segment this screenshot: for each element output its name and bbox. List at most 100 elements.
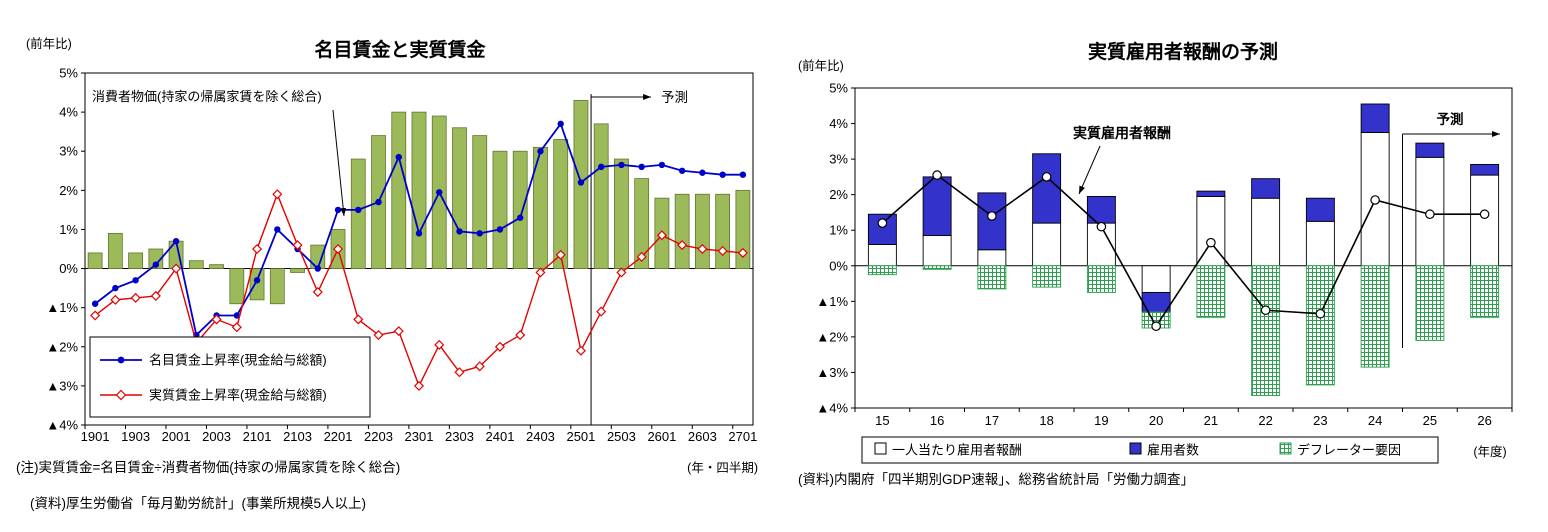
diamond-marker-icon [737,247,748,258]
stacked-bar-segment [922,265,952,270]
stacked-bar-segment [1360,265,1390,368]
y-tick-label: 0% [829,258,848,273]
x-axis-label: 2201 [324,429,353,444]
cpi-bar [128,252,144,269]
stacked-bar-segment [1360,103,1390,133]
stacked-bar-segment [922,176,952,237]
diamond-marker-icon [393,326,404,337]
circle-marker-icon [537,148,544,155]
x-axis-label: 2301 [405,429,434,444]
open-circle-marker-icon [1479,209,1490,220]
x-axis-label: 20 [1149,413,1163,428]
stacked-bar-segment [1032,265,1062,288]
compensation-annotation-arrow [1078,145,1101,195]
stacked-bar-segment [1196,265,1226,318]
diamond-marker-icon [434,339,445,350]
diamond-marker-icon [454,367,465,378]
left-yaxis-unit: (前年比) [26,36,72,51]
diamond-marker-icon [90,310,101,321]
nominal-legend-label: 名目賃金上昇率(現金給与総額) [149,353,327,368]
cpi-bar [614,158,629,269]
diamond-marker-icon [636,251,647,262]
circle-marker-icon [597,163,605,171]
stacked-bar-segment [1470,163,1500,176]
left-legend-box [89,336,371,418]
stacked-bar-segment [867,265,897,276]
open-circle-marker-icon [1206,237,1216,248]
left-chart-legend: 名目賃金上昇率(現金給与総額) 実質賃金上昇率(現金給与総額) [89,336,371,418]
stacked-bar-segment [1032,222,1062,267]
y-tick-label: ▲3% [816,365,848,380]
cpi-bar [411,111,427,269]
left-source: (資料)厚生労働省「毎月勤労統計」(事業所規模5人以上) [30,496,366,511]
cpi-bar [593,123,609,269]
nominal-real-wage-chart: (前年比) 名目賃金と実質賃金 5% 4% 3% 2% 1% 0% ▲1% ▲2% ▲3% ▲4%… [16,36,758,511]
stacked-bar-segment [1305,265,1335,386]
diamond-marker-icon [292,240,303,251]
diamond-marker-icon [413,380,425,391]
plot-border [84,72,754,426]
circle-marker-icon [496,226,504,233]
circle-marker-icon [375,198,382,206]
diamond-marker-icon [697,243,708,255]
circle-marker-icon [618,161,625,169]
x-axis-label: 24 [1368,413,1382,428]
circle-marker-icon [638,163,645,171]
diamond-marker-icon [252,243,263,255]
per-capita-legend-label: 一人当たり雇用者報酬 [892,443,1022,458]
cpi-bar [290,268,305,273]
open-circle-marker-icon [1425,209,1435,220]
y-tick-label: 5% [829,81,848,96]
open-circle-marker-icon [1260,305,1271,316]
left-xaxis-unit: (年・四半期) [687,461,758,475]
diamond-marker-icon [555,249,566,260]
circle-marker-icon [456,228,463,235]
open-circle-marker-icon [1096,221,1107,232]
right-xaxis-unit: (年度) [1473,444,1506,459]
cpi-bar [249,268,265,301]
deflator-bars [867,265,1500,397]
x-axis-label: 17 [985,413,999,428]
y-tick-label: ▲4% [46,418,78,433]
y-tick-label: 2% [829,187,848,202]
x-axis-label: 2603 [688,429,717,444]
cpi-bar [87,252,103,269]
cpi-bars [87,99,751,305]
y-tick-label: 0% [59,261,78,276]
stacked-bar-segment [1196,190,1226,197]
cpi-annotation-label: 消費者物価(持家の帰属家賃を除く総合) [92,89,322,104]
cpi-bar [269,268,285,305]
diamond-marker-icon [717,245,728,257]
open-circle-marker-icon [1151,321,1161,332]
cpi-bar [452,127,467,269]
left-chart-title: 名目賃金と実質賃金 [314,38,486,61]
x-axis-label: 2001 [162,429,191,444]
cpi-bar [674,193,690,269]
open-circle-marker-icon [987,211,997,221]
y-tick-label: 1% [59,222,78,237]
circle-marker-icon [678,167,686,174]
right-legend-box [861,436,1439,464]
x-axis-label: 2303 [445,429,474,444]
employee-count-legend-label: 雇用者数 [1147,443,1199,458]
stacked-bar-segment [1251,178,1281,199]
circle-marker-icon [415,230,423,237]
right-plot-area: 5% 4% 3% 2% 1% 0% ▲1% ▲2% ▲3% ▲4% 15 16 17 18 19 20 21 22… [816,81,1513,428]
diamond-marker-icon [677,240,688,251]
nominal-legend-marker-icon [117,356,125,364]
diamond-marker-icon [656,230,667,241]
diamond-marker-icon [211,314,222,325]
y-tick-label: ▲1% [816,294,848,309]
circle-marker-icon [334,206,342,214]
stacked-bar-segment [867,243,897,267]
y-tick-label: ▲3% [46,378,78,393]
x-axis-label: 2701 [728,429,757,444]
cpi-bar [472,135,488,269]
diamond-marker-icon [596,306,607,317]
x-axis-label: 16 [930,413,944,428]
x-axis-label: 15 [875,413,889,428]
y-tick-label: ▲2% [816,329,848,344]
stacked-bar-segment [922,235,952,267]
x-axis-label: 2403 [526,429,555,444]
real-employee-compensation-chart: (前年比) 実質雇用者報酬の予測 5% 4% 3% 2% 1% 0% ▲1% ▲2% ▲3% ▲4… [798,40,1513,487]
